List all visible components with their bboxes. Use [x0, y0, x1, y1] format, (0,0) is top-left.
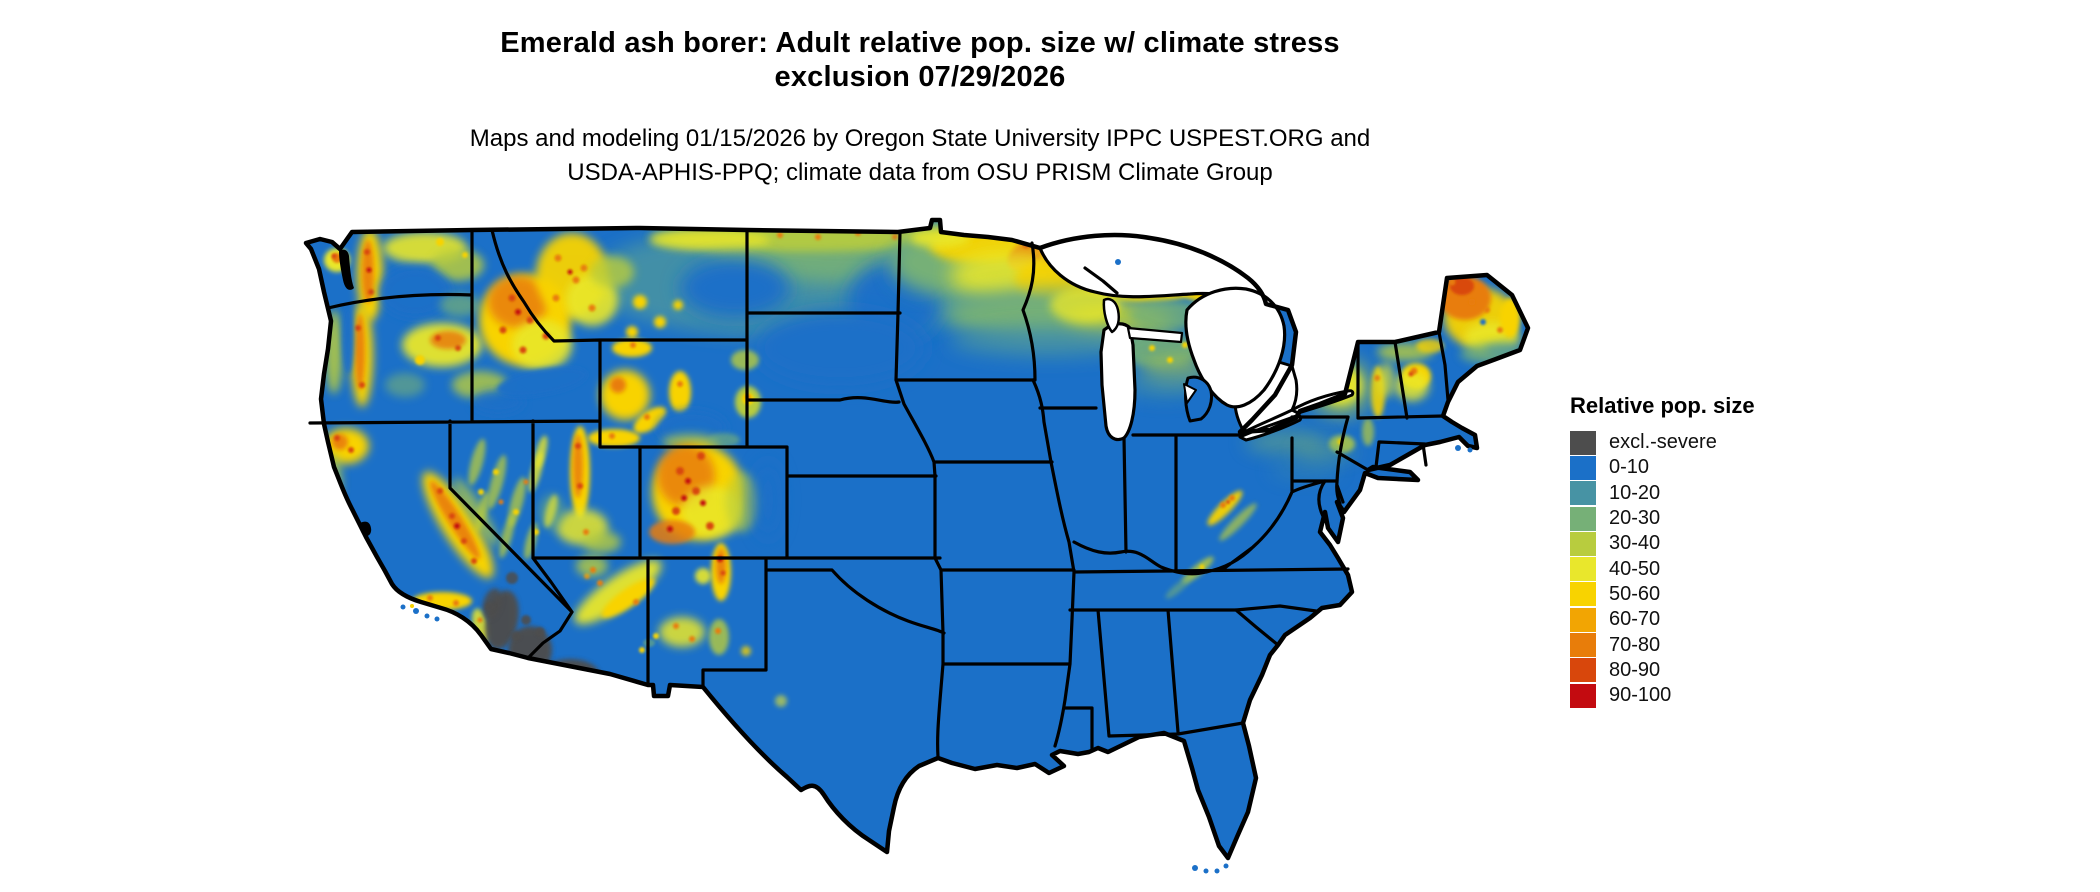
legend-item: 20-30 — [1570, 506, 1880, 531]
legend-label: 60-70 — [1609, 608, 1661, 631]
legend-item: excl.-severe — [1570, 430, 1880, 455]
legend-swatch — [1570, 531, 1596, 556]
legend-swatch — [1570, 455, 1596, 480]
legend-swatch — [1570, 683, 1596, 708]
legend-swatch — [1570, 658, 1596, 683]
legend-label: 0-10 — [1609, 456, 1650, 479]
legend-item: 40-50 — [1570, 556, 1880, 582]
legend-label: 80-90 — [1609, 658, 1661, 681]
green-bay — [1102, 297, 1120, 334]
saginaw-bay — [1183, 383, 1197, 404]
legend-item: 10-20 — [1570, 481, 1880, 506]
state-borders — [308, 228, 1450, 759]
legend-item: 30-40 — [1570, 531, 1880, 556]
legend-swatch — [1570, 557, 1596, 582]
legend-items: excl.-severe 0-10 10-20 20-30 30-40 40-5… — [1570, 430, 1880, 708]
legend-item: 60-70 — [1570, 607, 1880, 632]
us-climate-map — [303, 217, 1531, 874]
map-subtitle-line1: Maps and modeling 01/15/2026 by Oregon S… — [469, 125, 1371, 152]
legend-label: 20-30 — [1609, 507, 1661, 530]
legend-item: 90-100 — [1570, 683, 1880, 708]
legend-item: 50-60 — [1570, 582, 1880, 607]
legend-label: 40-50 — [1609, 557, 1661, 580]
legend-label: 10-20 — [1609, 481, 1661, 504]
mackinac-strait — [1126, 326, 1184, 344]
coastal-islands — [400, 445, 1473, 874]
lake-michigan — [1099, 322, 1137, 442]
puget-sound — [339, 249, 354, 290]
legend-swatch — [1570, 481, 1596, 506]
legend-label: excl.-severe — [1609, 431, 1717, 454]
inland-waters — [339, 249, 372, 537]
lake-huron — [1184, 286, 1287, 409]
legend-title: Relative pop. size — [1570, 393, 1755, 418]
map-header: Emerald ash borer: Adult relative pop. s… — [230, 26, 1610, 190]
legend-item: 70-80 — [1570, 632, 1880, 658]
legend-swatch — [1570, 633, 1596, 658]
legend-swatch — [1570, 582, 1596, 607]
san-francisco-bay — [359, 521, 372, 537]
map-title-line2: exclusion 07/29/2026 — [774, 61, 1066, 93]
legend-label: 90-100 — [1609, 684, 1672, 707]
legend-label: 70-80 — [1609, 633, 1661, 656]
legend-label: 30-40 — [1609, 532, 1661, 555]
legend-swatch — [1570, 607, 1596, 632]
us-outline — [303, 217, 1531, 861]
map-legend: Relative pop. size excl.-severe 0-10 10-… — [1570, 393, 1880, 708]
legend-item: 0-10 — [1570, 455, 1880, 480]
legend-label: 50-60 — [1609, 582, 1661, 605]
legend-swatch — [1570, 430, 1596, 455]
map-subtitle-line2: USDA-APHIS-PPQ; climate data from OSU PR… — [567, 159, 1273, 186]
map-area — [240, 180, 1560, 892]
legend-swatch — [1570, 506, 1596, 531]
legend-item: 80-90 — [1570, 658, 1880, 683]
isle-royale — [1115, 259, 1121, 265]
map-title-line1: Emerald ash borer: Adult relative pop. s… — [500, 27, 1340, 59]
